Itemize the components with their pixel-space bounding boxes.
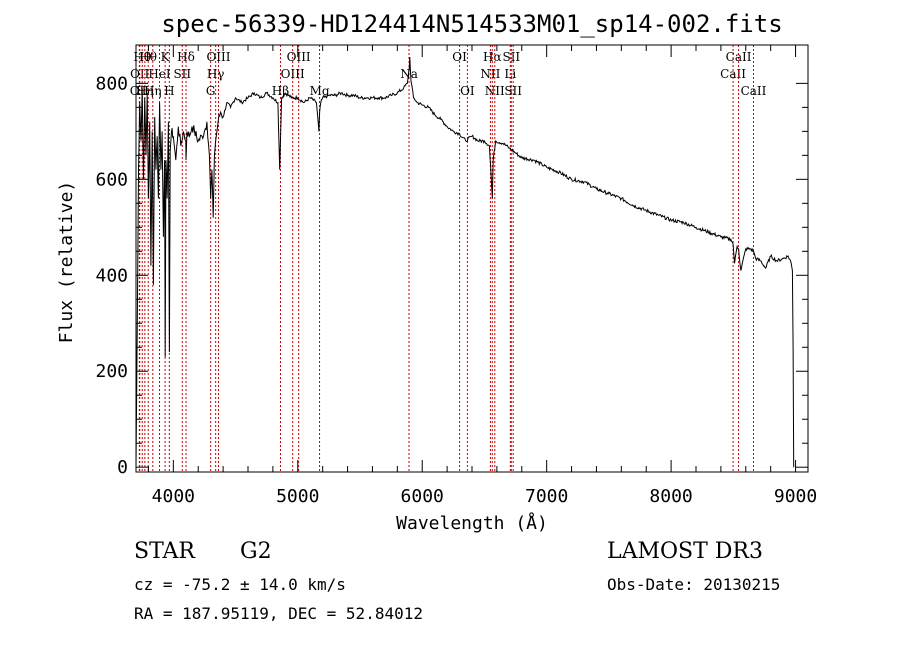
y-tick-label: 400 xyxy=(95,265,128,286)
chart-title: spec-56339-HD124414N514533M01_sp14-002.f… xyxy=(161,10,782,38)
survey-name: LAMOST DR3 xyxy=(607,539,763,564)
line-marker-label: OI xyxy=(452,50,467,64)
y-tick-label: 0 xyxy=(117,457,128,478)
line-marker-label: Hη xyxy=(144,84,162,98)
y-tick-label: 200 xyxy=(95,361,128,382)
line-marker-label: OIII xyxy=(281,67,305,81)
line-marker-label: NII xyxy=(480,67,500,81)
x-axis-label: Wavelength (Å) xyxy=(396,512,548,534)
line-marker-label: Hθ xyxy=(139,50,157,64)
axes: 4000 5000 6000 7000 8000 9000 0 200 400 600 800 xyxy=(95,44,817,507)
object-class: STAR xyxy=(134,539,196,564)
spectrum-series xyxy=(135,56,795,468)
line-marker-label: K xyxy=(161,50,171,64)
line-marker-label: HeI xyxy=(148,67,171,81)
line-marker-label: CaII xyxy=(741,84,767,98)
line-marker-label: CaII xyxy=(726,50,752,64)
object-subclass: G2 xyxy=(240,539,272,564)
line-marker-label: NII xyxy=(485,84,505,98)
line-marker-label: Hδ xyxy=(177,50,195,64)
y-tick-label: 600 xyxy=(95,169,128,190)
x-tick-label: 7000 xyxy=(525,486,568,507)
line-marker-label: SII xyxy=(502,50,520,64)
x-tick-label: 5000 xyxy=(276,486,319,507)
line-marker-label: H xyxy=(164,84,174,98)
line-marker-label: Hη xyxy=(136,84,154,98)
x-tick-label: 9000 xyxy=(774,486,817,507)
x-tick-label: 8000 xyxy=(649,486,692,507)
y-axis-label: Flux (relative) xyxy=(56,181,77,344)
line-marker-label: Hα xyxy=(483,50,502,64)
y-tick-label: 800 xyxy=(95,73,128,94)
observation-date: Obs-Date: 20130215 xyxy=(607,575,780,594)
line-marker-label: OI xyxy=(460,84,475,98)
line-marker-label: Na xyxy=(400,67,418,81)
x-tick-label: 4000 xyxy=(152,486,195,507)
line-marker-label: SII xyxy=(173,67,191,81)
line-marker-label: CaII xyxy=(720,67,746,81)
line-marker-label: OII xyxy=(130,67,150,81)
plot-frame xyxy=(135,44,809,473)
x-tick-label: 6000 xyxy=(401,486,444,507)
line-marker-label: G xyxy=(206,84,216,98)
line-marker-label: Hθ xyxy=(133,50,151,64)
line-marker-label: SII xyxy=(504,84,522,98)
line-marker-label: OIII xyxy=(206,50,230,64)
spectrum-line xyxy=(135,56,795,468)
redshift-cz: cz = -75.2 ± 14.0 km/s xyxy=(134,575,346,594)
line-marker-label: Li xyxy=(504,67,516,81)
ra-dec-coordinates: RA = 187.95119, DEC = 52.84012 xyxy=(134,604,423,623)
line-marker-label: Hγ xyxy=(207,67,225,81)
line-marker-label: Mg xyxy=(310,84,330,98)
line-marker-label: OIII xyxy=(287,50,311,64)
